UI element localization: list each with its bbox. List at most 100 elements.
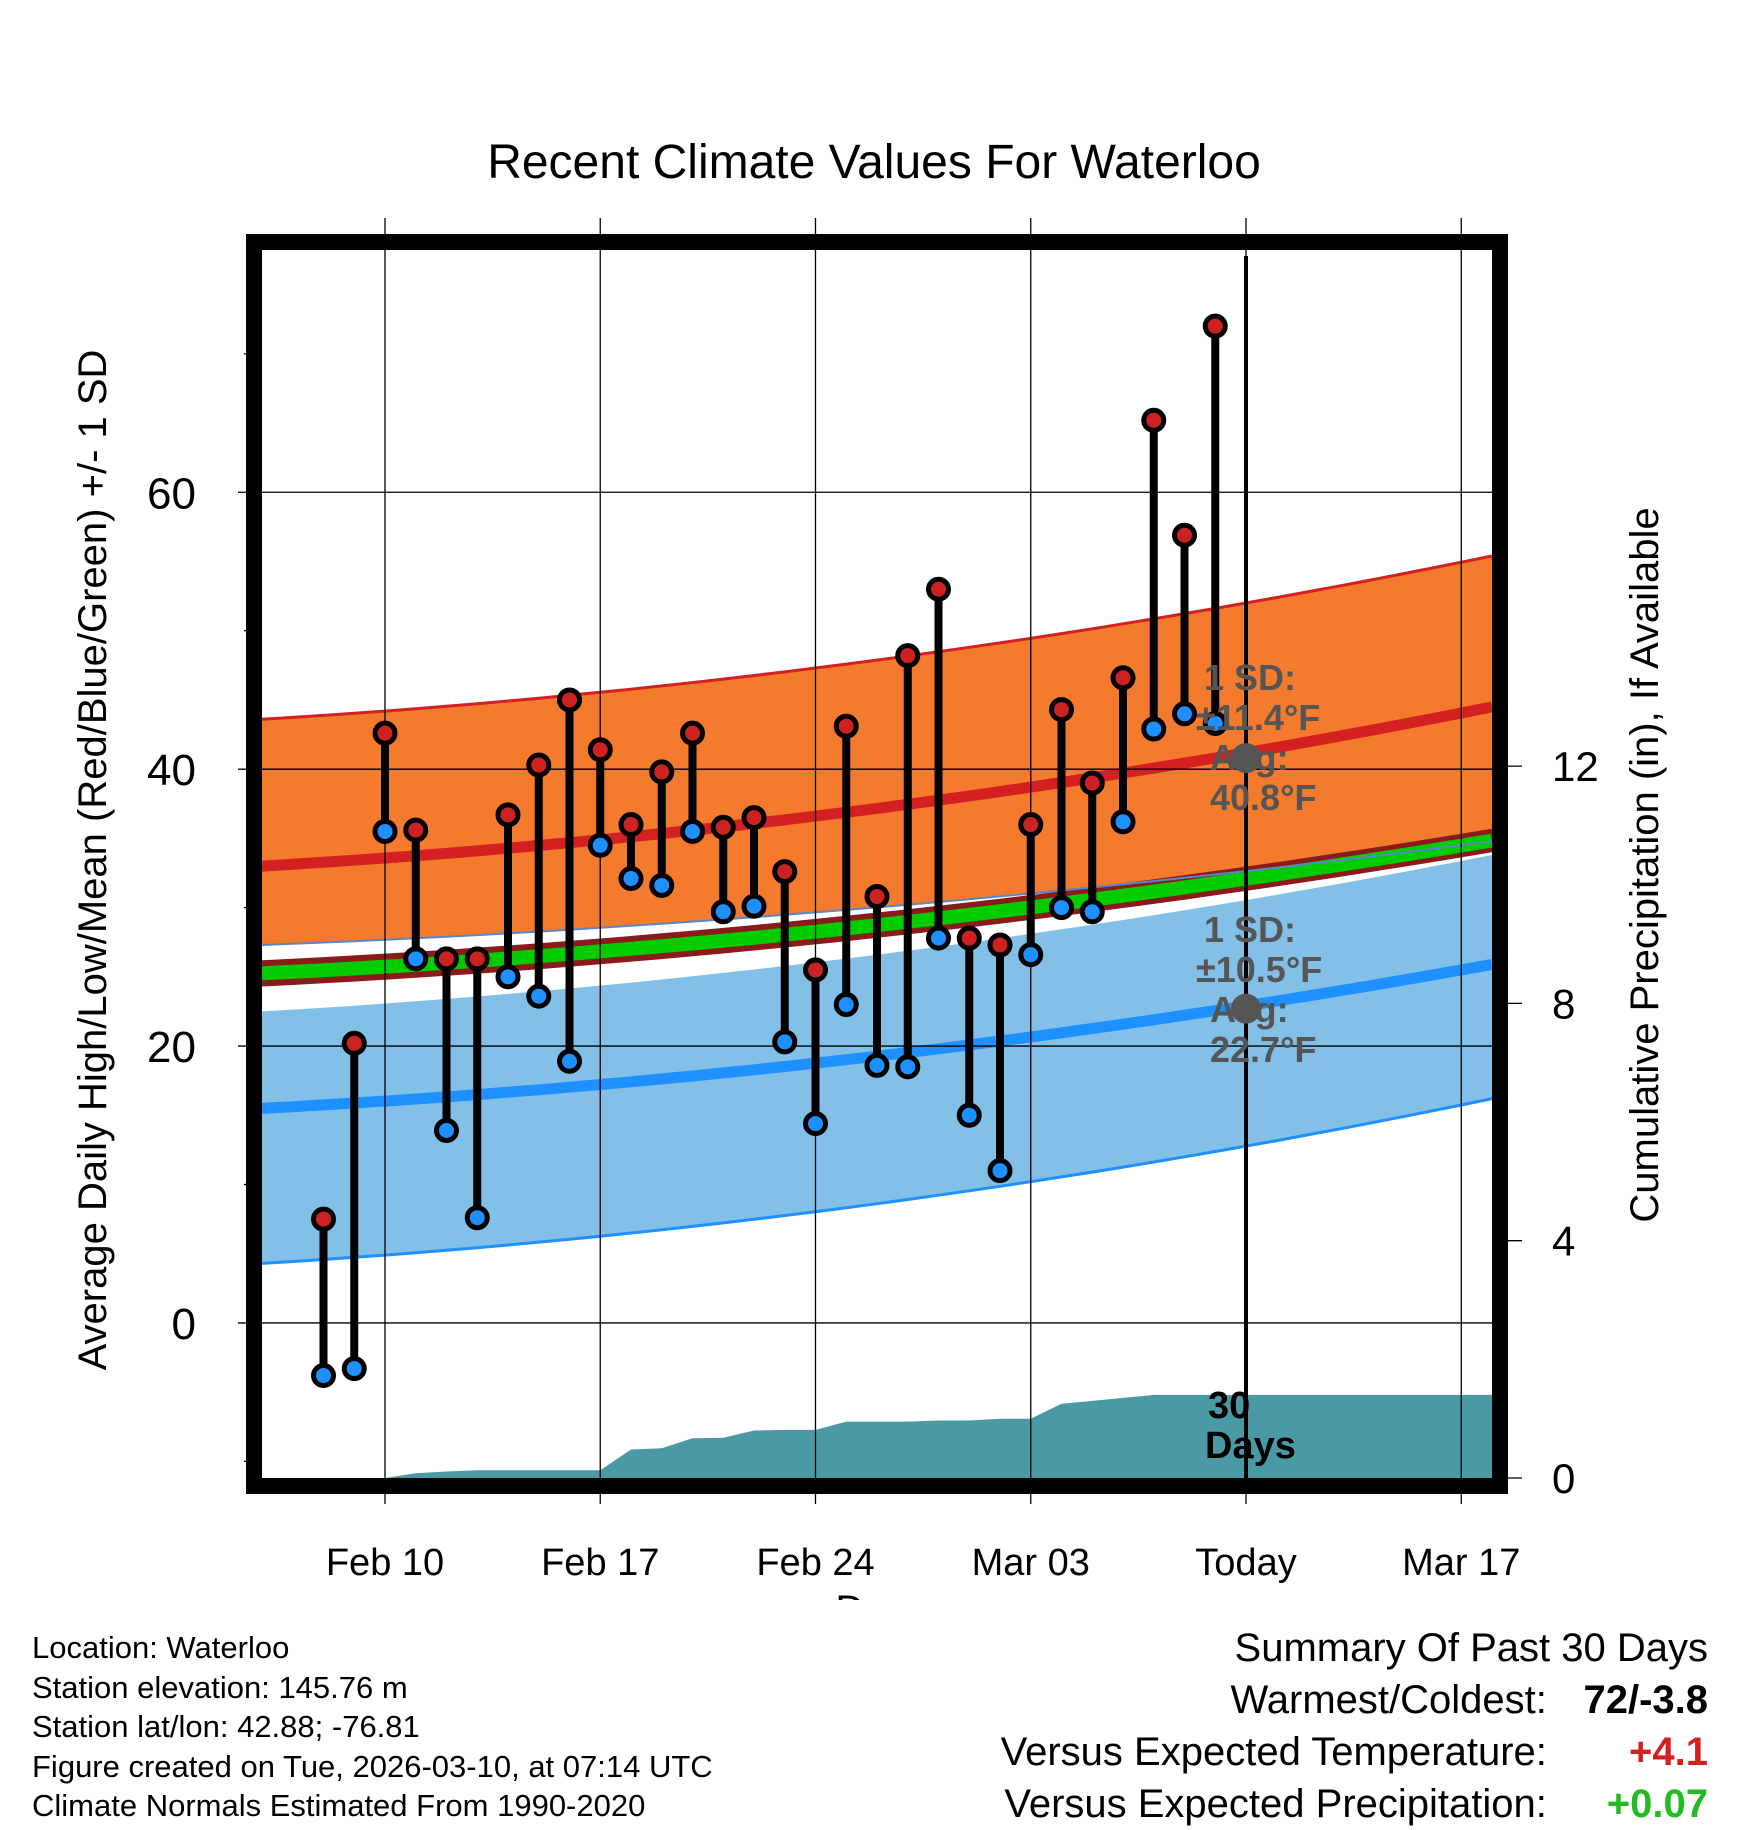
- summary-precip-row: Versus Expected Precipitation: +0.07: [1001, 1778, 1708, 1830]
- precip-anomaly-value: +0.07: [1606, 1782, 1708, 1826]
- temp-anomaly-label: Versus Expected Temperature:: [1000, 1730, 1547, 1774]
- daily-low-point: [526, 983, 552, 1009]
- y-tick-label: 60: [147, 469, 196, 518]
- low-avg-value: 22.7°F: [1210, 1029, 1316, 1070]
- daily-low-point: [1018, 942, 1044, 968]
- low-sd-label: 1 SD:: [1204, 909, 1296, 950]
- daily-low-point: [987, 1158, 1013, 1184]
- daily-high-point: [649, 759, 675, 785]
- x-tick-label: Mar 17: [1402, 1542, 1520, 1584]
- daily-high-point: [372, 720, 398, 746]
- daily-high-point: [1172, 522, 1197, 548]
- x-axis-label: Day: [835, 1588, 906, 1600]
- y-axis-label: Average Daily High/Low/Mean (Red/Blue/Gr…: [71, 350, 115, 1371]
- summary-warmest-row: Warmest/Coldest: 72/-3.8: [1001, 1674, 1709, 1726]
- y-tick-label: 40: [147, 746, 196, 795]
- y2-tick-label: 12: [1552, 743, 1599, 790]
- daily-low-point: [772, 1029, 798, 1055]
- daily-high-point: [987, 932, 1013, 958]
- daily-high-point: [434, 946, 459, 972]
- precip-area: [385, 1394, 1492, 1478]
- x-tick-label: Feb 10: [326, 1542, 444, 1584]
- daily-low-point: [1172, 701, 1197, 727]
- daily-high-point: [864, 884, 890, 910]
- daily-low-point: [864, 1052, 890, 1078]
- daily-high-point: [680, 720, 705, 746]
- daily-low-point: [434, 1118, 459, 1144]
- daily-low-point: [1110, 809, 1136, 835]
- daily-high-point: [557, 687, 582, 713]
- daily-low-point: [311, 1363, 336, 1389]
- x-tick-label: Today: [1195, 1542, 1296, 1584]
- daily-high-point: [495, 802, 521, 828]
- daily-low-point: [956, 1102, 982, 1128]
- daily-high-point: [956, 925, 982, 951]
- daily-low-point: [926, 925, 951, 951]
- chart-title: Recent Climate Values For Waterloo: [487, 136, 1261, 189]
- latlon-text: Station lat/lon: 42.88; -76.81: [32, 1709, 420, 1744]
- daily-high-point: [526, 752, 552, 778]
- warmest-value: 72/-3.8: [1583, 1678, 1708, 1722]
- daily-low-point: [649, 872, 675, 898]
- low-avg-label: Avg:: [1210, 989, 1289, 1030]
- daily-high-point: [926, 576, 951, 602]
- y2-tick-label: 4: [1552, 1218, 1575, 1265]
- daily-high-point: [341, 1030, 367, 1056]
- summary-temp-row: Versus Expected Temperature: +4.1: [1001, 1726, 1708, 1778]
- low-sd-value: ±10.5°F: [1196, 949, 1322, 990]
- normals-text: Climate Normals Estimated From 1990-2020: [32, 1788, 646, 1823]
- summary-panel: Summary Of Past 30 Days Warmest/Coldest:…: [1001, 1622, 1708, 1830]
- daily-low-point: [1049, 895, 1074, 921]
- high-sd-value: ±11.4°F: [1196, 697, 1320, 738]
- daily-low-point: [1202, 710, 1228, 736]
- daily-low-point: [680, 818, 705, 844]
- summary-title: Summary Of Past 30 Days: [1234, 1626, 1708, 1670]
- daily-high-point: [403, 817, 429, 843]
- x-tick-label: Feb 24: [756, 1542, 874, 1584]
- y2-tick-label: 8: [1552, 980, 1575, 1027]
- daily-low-point: [803, 1111, 828, 1137]
- daily-high-point: [803, 957, 828, 983]
- low-avg-marker: [1231, 993, 1261, 1024]
- daily-high-point: [741, 805, 767, 831]
- y2-axis-label: Cumulative Precipitation (in), If Availa…: [1623, 507, 1667, 1222]
- days-unit-label: Days: [1205, 1425, 1296, 1467]
- daily-high-point: [710, 814, 736, 840]
- daily-high-point: [1110, 665, 1136, 691]
- warmest-label: Warmest/Coldest:: [1230, 1678, 1547, 1722]
- daily-high-point: [1079, 770, 1105, 796]
- daily-low-point: [741, 893, 767, 919]
- elevation-text: Station elevation: 145.76 m: [32, 1669, 408, 1705]
- daily-low-point: [710, 899, 736, 925]
- climate-chart: Recent Climate Values For Waterloo 1 SD:…: [71, 136, 1667, 1600]
- y-tick-label: 0: [172, 1300, 196, 1349]
- daily-high-point: [1141, 407, 1167, 433]
- daily-low-point: [1079, 899, 1105, 925]
- low-sd-lower-line: [261, 1097, 1493, 1265]
- daily-low-point: [372, 818, 398, 844]
- daily-high-point: [1018, 812, 1044, 838]
- daily-high-point: [895, 643, 921, 669]
- daily-low-point: [464, 1205, 490, 1231]
- daily-low-point: [341, 1356, 367, 1382]
- daily-low-point: [587, 832, 613, 858]
- precip-anomaly-label: Versus Expected Precipitation:: [1004, 1782, 1547, 1826]
- daily-low-point: [495, 964, 521, 990]
- high-avg-value: 40.8°F: [1210, 777, 1316, 818]
- y-tick-label: 20: [147, 1023, 196, 1072]
- high-avg-label: Avg:: [1210, 737, 1289, 778]
- daily-high-point: [833, 713, 859, 739]
- daily-high-point: [311, 1206, 336, 1232]
- temp-anomaly-value: +4.1: [1629, 1730, 1708, 1774]
- daily-high-point: [464, 946, 490, 972]
- high-normal-line: [261, 701, 1494, 872]
- daily-low-point: [833, 992, 859, 1018]
- daily-high-point: [1202, 313, 1228, 339]
- daily-low-point: [557, 1048, 582, 1074]
- y2-tick-label: 0: [1552, 1455, 1575, 1502]
- x-tick-label: Mar 03: [972, 1542, 1090, 1584]
- daily-high-point: [772, 859, 798, 885]
- daily-high-point: [1049, 697, 1074, 723]
- days-count-label: 30: [1208, 1385, 1250, 1427]
